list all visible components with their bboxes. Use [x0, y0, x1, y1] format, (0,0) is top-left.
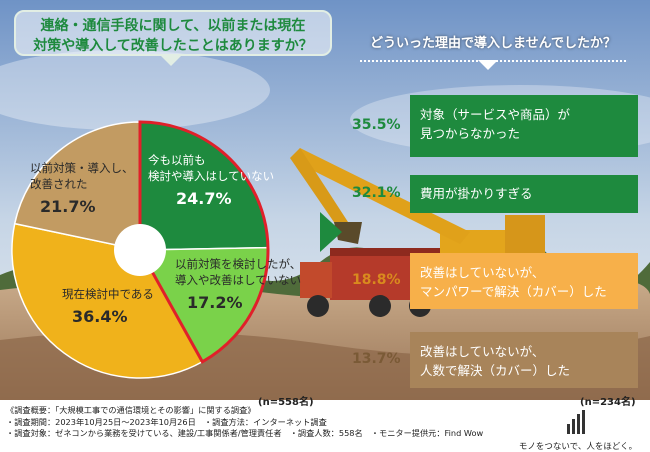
- reason-text: 費用が掛かりすぎる: [420, 186, 533, 201]
- brand: モノをつないで、人をほどく。: [508, 410, 648, 452]
- question-pointer-icon: [160, 55, 182, 66]
- reason-percent: 32.1%: [352, 185, 401, 201]
- pie-slice-label: 今も以前も: [148, 153, 206, 167]
- left-question: 連絡・通信手段に関して、以前または現在 対策や導入して改善したことはありますか？: [14, 10, 332, 56]
- pie-slice-value: 21.7%: [40, 197, 96, 216]
- reason-box: 費用が掛かりすぎる: [410, 175, 638, 213]
- pie-slice-value: 36.4%: [72, 307, 128, 326]
- pie-slice-value: 17.2%: [187, 293, 243, 312]
- right-question-pointer-icon: [478, 60, 498, 70]
- reason-percent: 18.8%: [352, 272, 401, 288]
- pie-slice-label: 現在検討中である: [62, 287, 154, 301]
- reason-percent: 13.7%: [352, 351, 401, 367]
- reason-text: 見つからなかった: [420, 126, 521, 141]
- pie-slice: [139, 121, 269, 251]
- pie-slice-label: 以前対策・導入し、: [30, 161, 134, 175]
- reason-text: 改善はしていないが、: [420, 344, 545, 359]
- right-question: どういった理由で導入しませんでしたか？: [370, 36, 616, 51]
- pie-slice: [13, 121, 141, 251]
- left-question-line1: 連絡・通信手段に関して、以前または現在: [40, 18, 306, 34]
- pie-slice-label: 改善された: [30, 177, 88, 191]
- pie-slice-label: 以前対策を検討したが、: [175, 257, 301, 271]
- reason-text: 対象（サービスや商品）が: [420, 107, 571, 122]
- pie-slice-value: 24.7%: [176, 189, 232, 208]
- pie-slice-label: 検討や導入はしていない: [148, 169, 274, 183]
- reason-box: 改善はしていないが、マンパワーで解決（カバー）した: [410, 253, 638, 309]
- reason-box: 対象（サービスや商品）が 見つからなかった: [410, 95, 638, 157]
- arrow-right-icon: [320, 212, 342, 252]
- reason-box: 改善はしていないが、人数で解決（カバー）した: [410, 332, 638, 388]
- pie-slice: [11, 222, 204, 379]
- brand-tagline: モノをつないで、人をほどく。: [518, 442, 638, 452]
- reasons-sample-size: (n=234名): [580, 397, 636, 408]
- brand-logo-icon: [567, 410, 585, 434]
- footer-line1: 《調査概要：「大規模工事での通信環境とその影響」に関する調査》: [6, 405, 256, 415]
- reason-text: 改善はしていないが、: [420, 265, 545, 280]
- footer-line3: ・調査対象：ゼネコンから業務を受けている、建設/工事関係者/管理責任者 ・調査人…: [6, 428, 484, 438]
- pie-center-hole: [114, 224, 166, 276]
- reason-text: 人数で解決（カバー）した: [420, 363, 571, 378]
- left-question-line2: 対策や導入して改善したことはありますか？: [33, 38, 313, 54]
- pie-highlight-outline: [138, 120, 270, 364]
- pie-slice-label: 導入や改善はしていない: [175, 273, 301, 287]
- reason-percent: 35.5%: [352, 117, 401, 133]
- pie-sample-size: (n=558名): [258, 397, 314, 408]
- reason-text: マンパワーで解決（カバー）した: [420, 284, 607, 299]
- footer-line2: ・調査期間：2023年10月25日～2023年10月26日 ・調査方法：インター…: [6, 416, 327, 427]
- survey-footer: 《調査概要：「大規模工事での通信環境とその影響」に関する調査》 ・調査期間：20…: [6, 405, 506, 440]
